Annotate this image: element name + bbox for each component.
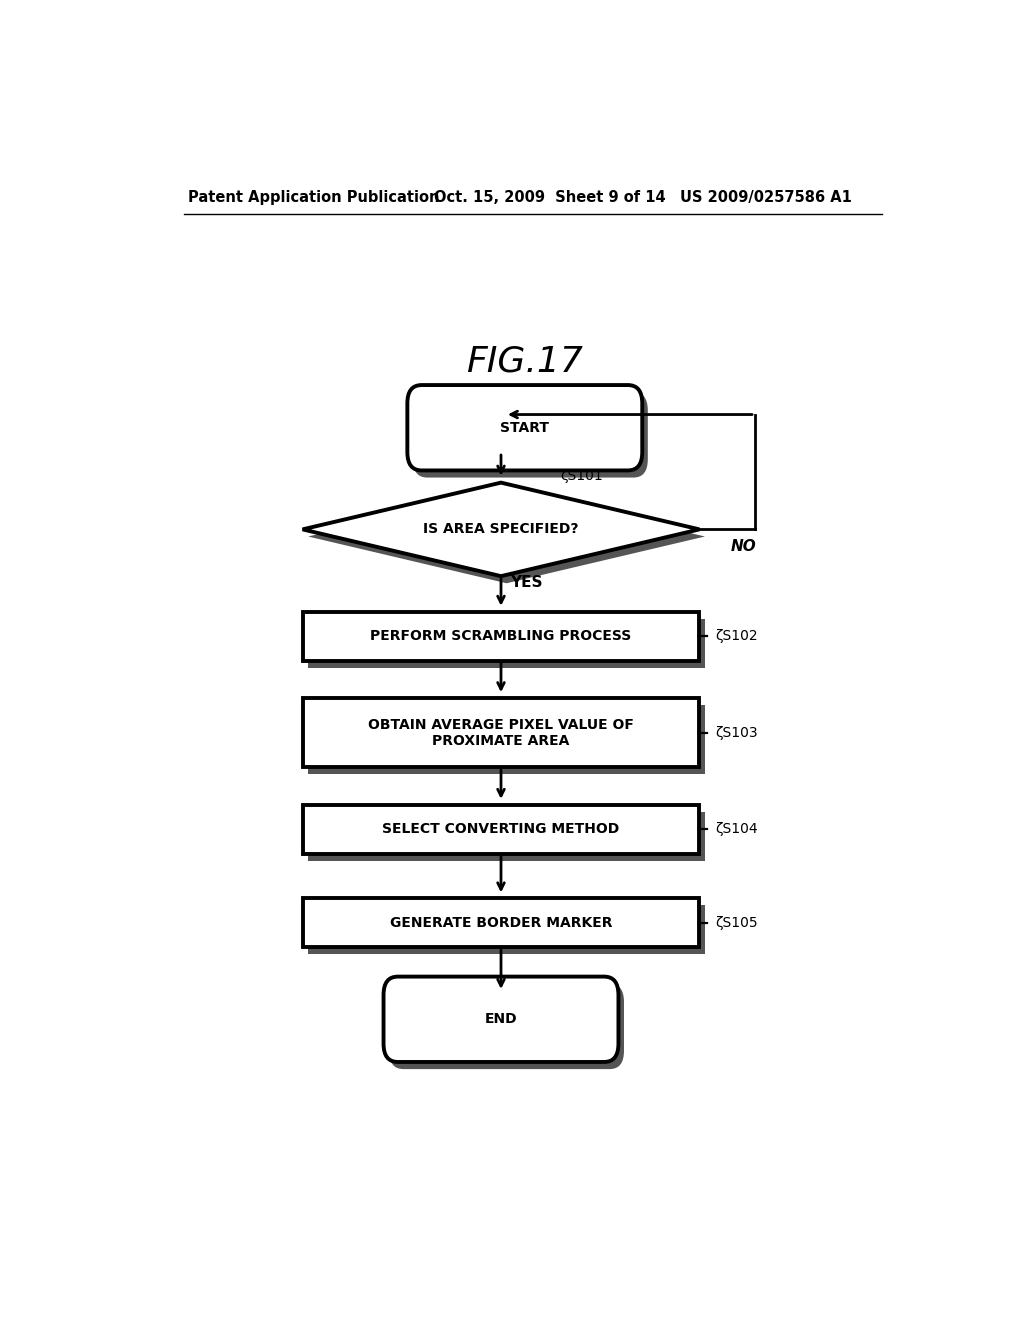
Text: Patent Application Publication: Patent Application Publication — [187, 190, 439, 205]
Text: END: END — [484, 1012, 517, 1026]
Bar — [303, 611, 699, 660]
Text: ζS103: ζS103 — [715, 726, 758, 739]
Text: NO: NO — [731, 539, 757, 554]
FancyBboxPatch shape — [384, 977, 618, 1063]
Text: START: START — [501, 421, 549, 434]
FancyBboxPatch shape — [389, 983, 624, 1069]
Text: OBTAIN AVERAGE PIXEL VALUE OF
PROXIMATE AREA: OBTAIN AVERAGE PIXEL VALUE OF PROXIMATE … — [368, 718, 634, 747]
Text: ζS104: ζS104 — [715, 822, 758, 837]
Bar — [308, 812, 705, 861]
Bar — [308, 619, 705, 668]
Text: FIG.17: FIG.17 — [466, 345, 584, 379]
Text: ζS101: ζS101 — [560, 469, 603, 483]
Text: SELECT CONVERTING METHOD: SELECT CONVERTING METHOD — [382, 822, 620, 837]
FancyBboxPatch shape — [408, 385, 642, 470]
Text: GENERATE BORDER MARKER: GENERATE BORDER MARKER — [390, 916, 612, 929]
Polygon shape — [308, 490, 705, 583]
Text: US 2009/0257586 A1: US 2009/0257586 A1 — [680, 190, 851, 205]
Text: ζS105: ζS105 — [715, 916, 758, 929]
Text: YES: YES — [511, 574, 543, 590]
Text: PERFORM SCRAMBLING PROCESS: PERFORM SCRAMBLING PROCESS — [371, 630, 632, 643]
Bar — [303, 805, 699, 854]
Text: ζS102: ζS102 — [715, 630, 758, 643]
Bar — [308, 906, 705, 954]
FancyBboxPatch shape — [413, 392, 648, 478]
Bar — [308, 705, 705, 775]
Bar — [303, 899, 699, 948]
Polygon shape — [303, 483, 699, 576]
Text: Oct. 15, 2009  Sheet 9 of 14: Oct. 15, 2009 Sheet 9 of 14 — [433, 190, 666, 205]
Bar — [303, 698, 699, 767]
Text: IS AREA SPECIFIED?: IS AREA SPECIFIED? — [423, 523, 579, 536]
